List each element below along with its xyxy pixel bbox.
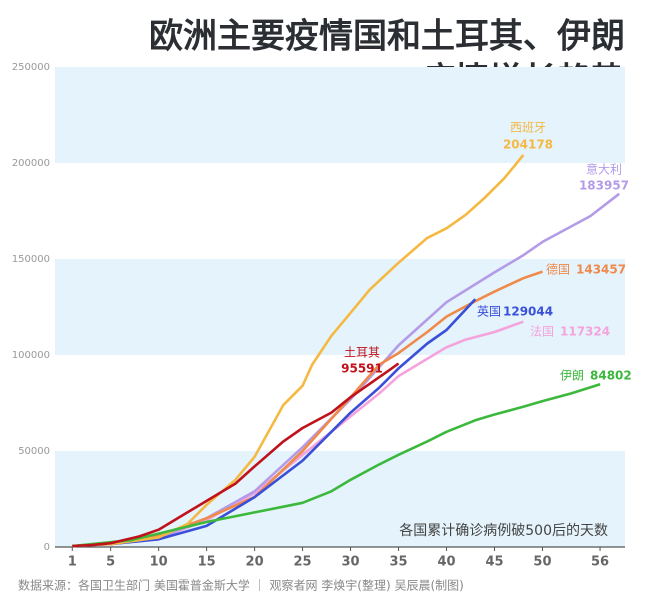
chart-title: 欧洲主要疫情国和土耳其、伊朗 <box>149 17 625 57</box>
x-tick-label: 5 <box>106 555 115 570</box>
x-tick-label: 10 <box>150 555 168 570</box>
legend-label: 土耳其 <box>344 346 380 360</box>
legend-label: 意大利 <box>586 162 622 177</box>
legend-label: 西班牙 <box>510 121 546 135</box>
x-tick-label: 30 <box>342 555 360 570</box>
data-label: 183957 <box>579 179 629 193</box>
legend-label: 德国 <box>546 262 570 277</box>
y-tick-label: 100000 <box>12 350 50 361</box>
data-label: 129044 <box>503 305 553 319</box>
x-tick-label: 35 <box>389 555 407 570</box>
data-label: 95591 <box>341 362 383 376</box>
grid-band <box>55 67 625 163</box>
x-tick-label: 45 <box>485 555 503 570</box>
y-tick-label: 50000 <box>18 446 50 457</box>
line <box>72 298 477 548</box>
legend-label: 英国 <box>477 305 501 319</box>
x-tick-label: 56 <box>591 555 609 570</box>
legend-label: 伊朗 <box>560 369 584 383</box>
line <box>72 154 525 548</box>
source: 数据来源：各国卫生部门 美国霍普金斯大学 ｜ 观察者网 李焕宇(整理) 吴辰晨(… <box>18 578 464 593</box>
x-tick-label: 15 <box>198 555 216 570</box>
data-label: 143457 <box>576 263 626 277</box>
y-tick-label: 150000 <box>12 254 50 265</box>
data-label: 204178 <box>503 138 553 152</box>
y-tick-label: 200000 <box>12 158 50 169</box>
y-tick-label: 0 <box>44 542 50 553</box>
x-tick-label: 20 <box>246 555 264 570</box>
x-axis-label: 各国累计确诊病例破500后的天数 <box>399 523 608 539</box>
line <box>72 382 601 548</box>
x-tick-label: 25 <box>294 555 312 570</box>
data-label: 84802 <box>590 369 632 383</box>
x-tick-label: 1 <box>68 555 77 570</box>
y-tick-label: 250000 <box>12 62 50 73</box>
legend-label: 法国 <box>530 325 554 339</box>
line <box>72 362 400 548</box>
x-tick-label: 50 <box>533 555 551 570</box>
x-tick-label: 40 <box>437 555 455 570</box>
data-label: 117324 <box>560 325 610 339</box>
grid-band <box>55 451 625 547</box>
